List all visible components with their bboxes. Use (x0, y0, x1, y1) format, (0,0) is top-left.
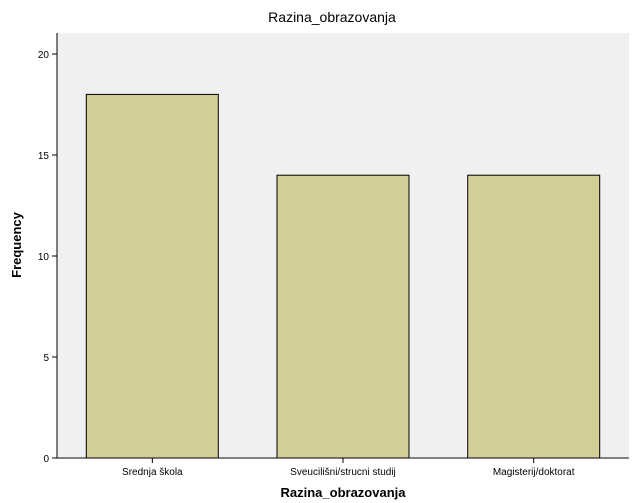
bar-2 (276, 174, 410, 459)
bar-1 (85, 93, 219, 459)
y-tick-label: 15 (38, 151, 50, 162)
y-tick-label: 10 (38, 252, 50, 263)
y-axis-label: Frequency (9, 211, 24, 278)
y-tick-label: 20 (38, 50, 50, 61)
x-axis-label: Razina_obrazovanja (281, 485, 407, 500)
x-tick-label: Magisterij/doktorat (493, 467, 575, 478)
bars-group (85, 93, 601, 459)
x-axis-ticks: Srednja škola Sveucilišni/strucni studij M… (122, 458, 575, 478)
bar-3 (467, 174, 601, 459)
y-tick-label: 0 (43, 454, 49, 465)
chart-title: Razina_obrazovanja (268, 9, 396, 25)
x-tick-label: Srednja škola (122, 467, 183, 478)
y-tick-label: 5 (43, 353, 49, 364)
y-axis-ticks: 0 5 10 15 20 (38, 50, 57, 465)
x-tick-label: Sveucilišni/strucni studij (290, 467, 396, 478)
